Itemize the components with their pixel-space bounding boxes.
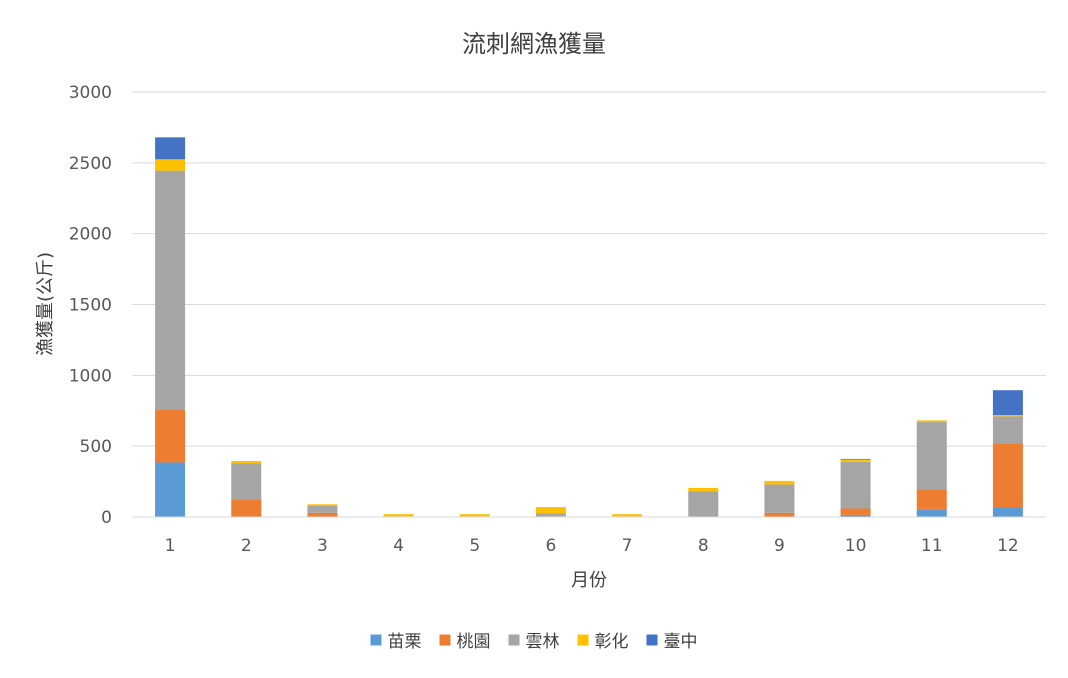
bar-segment xyxy=(916,509,947,517)
bar-segment xyxy=(535,507,566,514)
bar-segment xyxy=(307,504,338,506)
bar-segment xyxy=(764,480,795,485)
bar-segment xyxy=(916,422,947,490)
y-tick-label: 2000 xyxy=(69,225,112,245)
x-tick-label: 1 xyxy=(165,536,176,556)
legend-swatch xyxy=(370,634,382,646)
bar-segment xyxy=(992,390,1023,415)
bar-segment xyxy=(688,491,719,517)
bar-segment xyxy=(307,512,338,517)
bar-segment xyxy=(916,489,947,510)
y-axis-ticks: 0 500 1000 1500 2000 2500 3000 xyxy=(69,83,112,528)
chart-title: 流刺網漁獲量 xyxy=(462,30,606,58)
y-tick-label: 1000 xyxy=(69,366,112,386)
bar-segment xyxy=(916,420,947,423)
y-tick-label: 0 xyxy=(101,508,112,528)
x-tick-label: 7 xyxy=(622,536,633,556)
bar-segment xyxy=(840,459,871,462)
legend-label: 彰化 xyxy=(595,632,629,652)
y-tick-label: 2500 xyxy=(69,154,112,174)
legend-label: 桃園 xyxy=(457,632,491,652)
bar-segment xyxy=(155,170,186,411)
x-tick-label: 2 xyxy=(241,536,252,556)
x-tick-label: 10 xyxy=(845,536,867,556)
legend-label: 雲林 xyxy=(526,632,560,652)
x-tick-label: 5 xyxy=(469,536,480,556)
x-tick-label: 8 xyxy=(698,536,709,556)
bar-segment xyxy=(992,443,1023,508)
bar-segment xyxy=(612,514,643,517)
x-tick-label: 12 xyxy=(997,536,1019,556)
bars xyxy=(155,137,1023,517)
legend: 苗栗 桃園 雲林 彰化 臺中 xyxy=(370,632,698,652)
bar-segment xyxy=(535,513,566,517)
bar-segment xyxy=(992,507,1023,517)
x-axis-ticks: 1 2 3 4 5 6 7 8 9 10 11 12 xyxy=(165,536,1019,556)
bar-segment xyxy=(764,484,795,513)
x-tick-label: 3 xyxy=(317,536,328,556)
legend-swatch xyxy=(577,634,589,646)
bar-segment xyxy=(307,505,338,513)
bar-segment xyxy=(992,415,1023,417)
legend-label: 臺中 xyxy=(664,632,698,652)
gridlines xyxy=(132,91,1046,447)
legend-swatch xyxy=(646,634,658,646)
bar-segment xyxy=(383,514,414,517)
bar-segment xyxy=(840,508,871,515)
bar-segment xyxy=(155,159,186,171)
x-tick-label: 4 xyxy=(393,536,404,556)
x-tick-label: 9 xyxy=(774,536,785,556)
x-tick-label: 6 xyxy=(546,536,557,556)
bar-segment xyxy=(155,410,186,463)
bar-segment xyxy=(231,461,262,464)
bar-segment xyxy=(459,514,490,517)
legend-swatch xyxy=(508,634,520,646)
bar-segment xyxy=(155,137,186,160)
y-tick-label: 3000 xyxy=(69,83,112,103)
bar-segment xyxy=(155,462,186,517)
bar-segment xyxy=(840,461,871,509)
bar-segment xyxy=(688,487,719,492)
legend-label: 苗栗 xyxy=(388,632,422,652)
y-axis-title: 漁獲量(公斤) xyxy=(35,252,56,356)
bar-segment xyxy=(992,416,1023,444)
legend-swatch xyxy=(439,634,451,646)
bar-segment xyxy=(840,514,871,517)
x-axis-title: 月份 xyxy=(571,570,607,591)
bar-segment xyxy=(840,458,871,460)
bar-segment xyxy=(231,500,262,517)
bar-segment xyxy=(231,463,262,500)
y-tick-label: 1500 xyxy=(69,296,112,316)
bar-segment xyxy=(764,512,795,517)
x-tick-label: 11 xyxy=(921,536,943,556)
y-tick-label: 500 xyxy=(80,437,112,457)
